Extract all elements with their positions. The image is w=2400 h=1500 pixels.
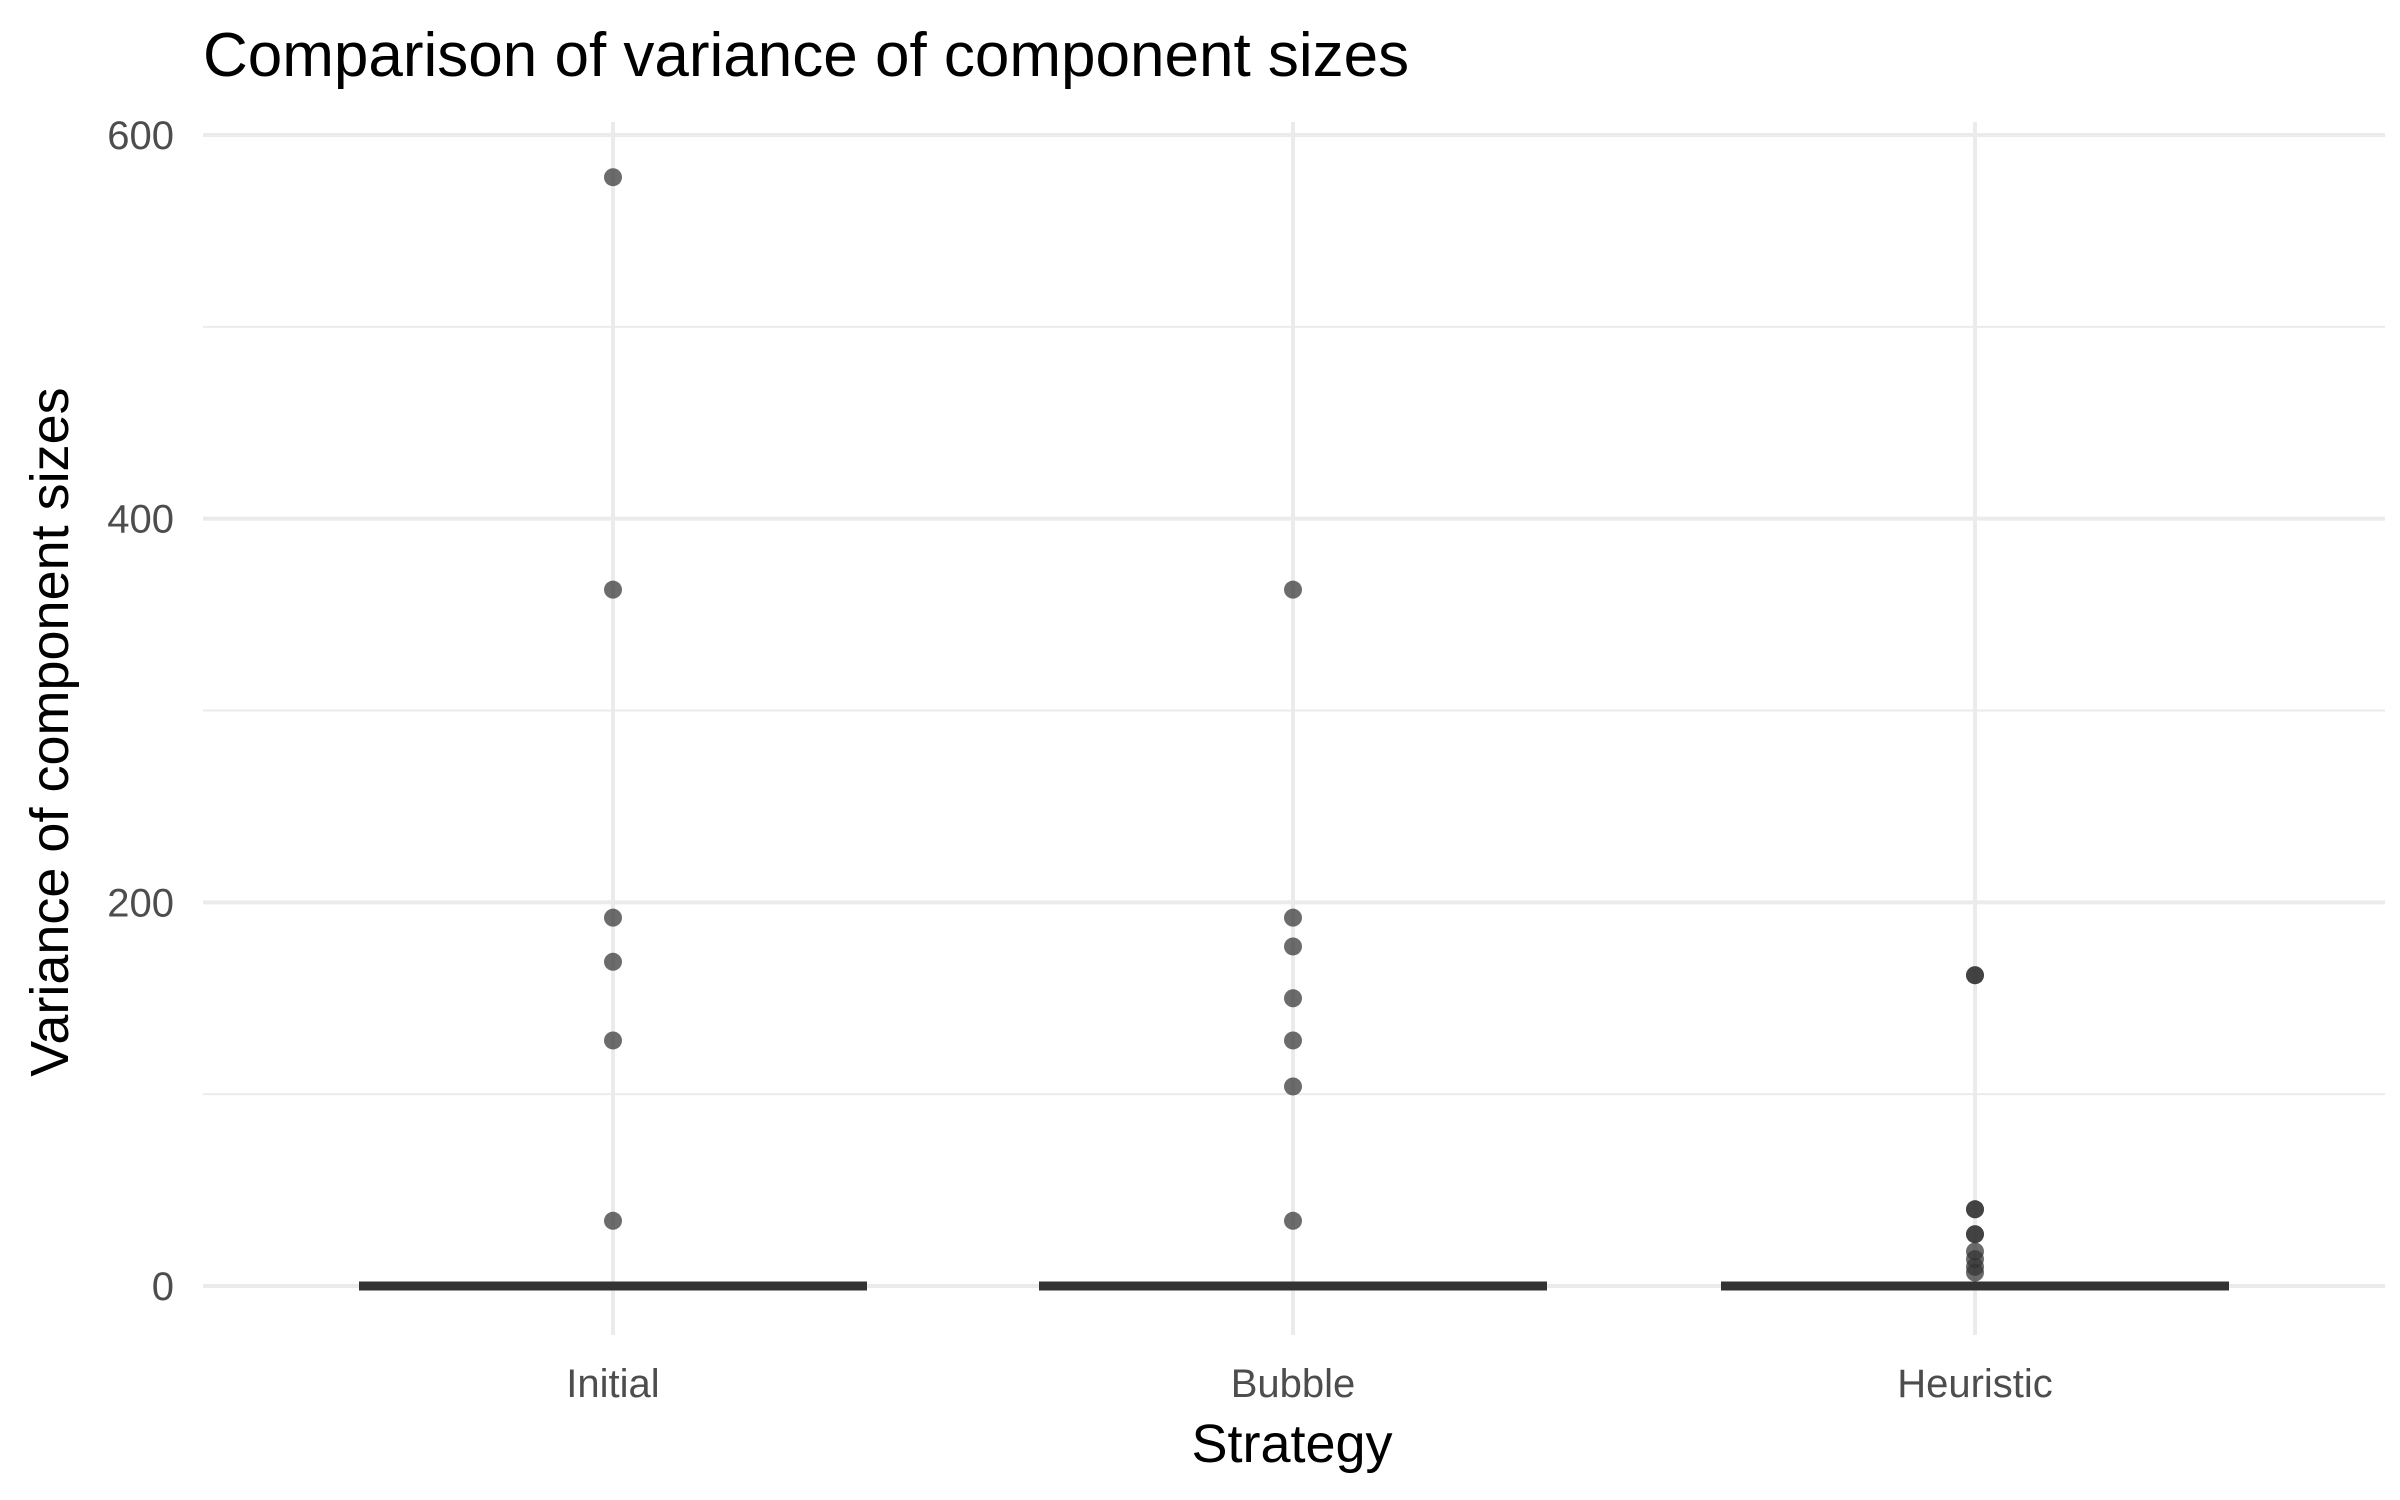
x-tick-label-heuristic: Heuristic [1897, 1362, 2053, 1406]
y-tick-label-0: 0 [152, 1265, 174, 1309]
outlier-point-bubble-5 [1284, 1077, 1302, 1096]
outlier-point-bubble-0 [1284, 580, 1302, 599]
outlier-point-initial-5 [604, 1211, 622, 1230]
outlier-point-initial-0 [604, 168, 622, 187]
y-axis-ticks: 0 200 400 600 [107, 114, 174, 1309]
outlier-point-bubble-2 [1284, 937, 1302, 956]
outlier-point-heuristic-9 [1966, 1263, 1984, 1282]
y-tick-label-400: 400 [107, 498, 174, 542]
outlier-point-initial-3 [604, 952, 622, 971]
outlier-point-bubble-4 [1284, 1031, 1302, 1050]
x-tick-label-initial: Initial [566, 1362, 659, 1406]
outlier-point-initial-2 [604, 908, 622, 927]
outlier-point-heuristic-3 [1966, 1200, 1984, 1219]
outlier-point-initial-4 [604, 1031, 622, 1050]
outlier-point-heuristic-5 [1966, 1225, 1984, 1244]
x-axis-title: Strategy [1191, 1414, 1392, 1474]
chart-title: Comparison of variance of component size… [203, 21, 1409, 90]
outlier-point-bubble-1 [1284, 908, 1302, 927]
outlier-point-heuristic-1 [1966, 966, 1984, 985]
y-tick-label-200: 200 [107, 881, 174, 925]
grid [203, 122, 2385, 1335]
y-tick-label-600: 600 [107, 114, 174, 158]
outlier-point-bubble-6 [1284, 1211, 1302, 1230]
x-tick-label-bubble: Bubble [1231, 1362, 1356, 1406]
outlier-points [604, 168, 1984, 1282]
x-axis-ticks: Initial Bubble Heuristic [566, 1362, 2052, 1406]
outlier-point-bubble-3 [1284, 989, 1302, 1008]
y-axis-title: Variance of component sizes [20, 387, 80, 1076]
outlier-point-initial-1 [604, 580, 622, 599]
